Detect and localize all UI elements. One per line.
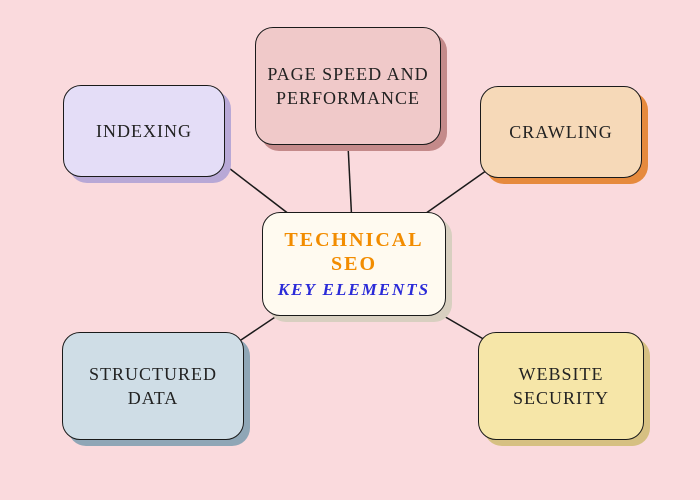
node-page-speed-label: PAGE SPEED AND PERFORMANCE: [266, 62, 430, 111]
center-node-box: TECHNICAL SEO KEY ELEMENTS: [262, 212, 446, 316]
center-title: TECHNICAL SEO: [273, 228, 435, 276]
node-page-speed-box: PAGE SPEED AND PERFORMANCE: [255, 27, 441, 145]
node-structured-data: STRUCTURED DATA: [62, 332, 244, 440]
node-structured-data-label: STRUCTURED DATA: [73, 362, 233, 411]
node-structured-data-box: STRUCTURED DATA: [62, 332, 244, 440]
node-indexing-label: INDEXING: [96, 119, 192, 143]
diagram-canvas: INDEXING PAGE SPEED AND PERFORMANCE CRAWLI…: [0, 0, 700, 500]
node-crawling-box: CRAWLING: [480, 86, 642, 178]
node-indexing-box: INDEXING: [63, 85, 225, 177]
center-subtitle: KEY ELEMENTS: [278, 280, 430, 300]
node-crawling: CRAWLING: [480, 86, 642, 178]
node-website-security: WEBSITE SECURITY: [478, 332, 644, 440]
node-website-security-box: WEBSITE SECURITY: [478, 332, 644, 440]
center-node: TECHNICAL SEO KEY ELEMENTS: [262, 212, 446, 316]
node-page-speed: PAGE SPEED AND PERFORMANCE: [255, 27, 441, 145]
node-crawling-label: CRAWLING: [509, 120, 613, 144]
node-indexing: INDEXING: [63, 85, 225, 177]
node-website-security-label: WEBSITE SECURITY: [489, 362, 633, 411]
